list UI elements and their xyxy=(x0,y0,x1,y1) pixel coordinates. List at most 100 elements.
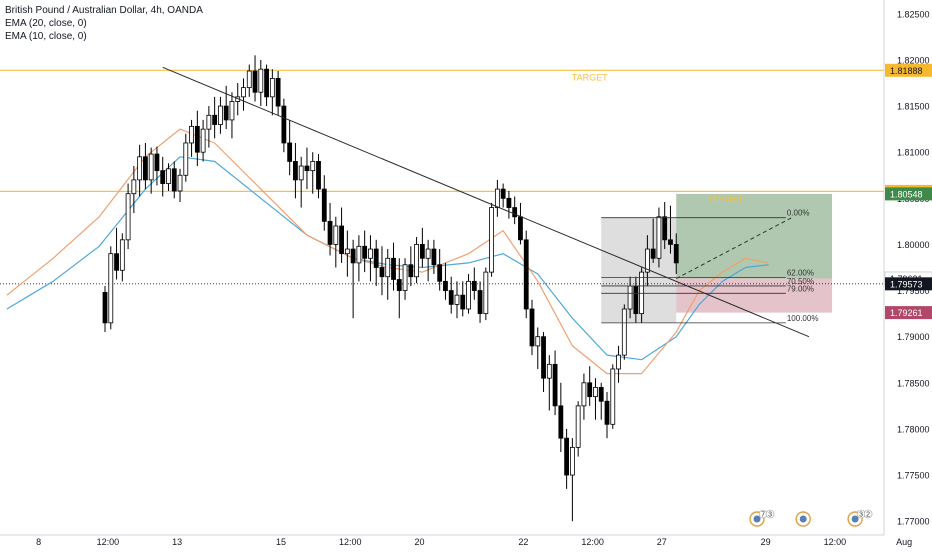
candle-body xyxy=(425,248,431,259)
candle-body xyxy=(269,78,275,98)
price-tag xyxy=(885,63,932,77)
candle-body xyxy=(114,253,119,271)
candle-body xyxy=(483,271,489,315)
time-tick-label: 20 xyxy=(414,537,424,547)
event-count-text: 3 xyxy=(768,512,772,519)
candle-body xyxy=(650,248,656,259)
candle-body xyxy=(558,405,564,439)
price-tick-label: 1.79000 xyxy=(897,332,930,342)
projection-line xyxy=(676,217,792,280)
price-tick-label: 1.82500 xyxy=(897,9,930,19)
price-tick-label: 1.82000 xyxy=(897,55,930,65)
candle-body xyxy=(316,161,321,190)
candle-body xyxy=(644,248,650,273)
candle-body xyxy=(546,363,552,379)
candle-body xyxy=(223,105,229,121)
time-tick-label: 15 xyxy=(276,537,286,547)
candle-body xyxy=(466,280,471,310)
candle-body xyxy=(673,244,679,264)
candle-body xyxy=(194,125,200,153)
time-tick-label: 12:00 xyxy=(824,537,847,547)
candle-body xyxy=(241,87,246,98)
candle-body xyxy=(287,142,293,162)
symbol-title[interactable]: British Pound / Australian Dollar, 4h, O… xyxy=(5,5,203,16)
price-tag xyxy=(885,187,932,201)
time-tick-label: 13 xyxy=(172,537,182,547)
candle-body xyxy=(593,387,598,398)
candle-body xyxy=(154,153,160,172)
candle-body xyxy=(587,382,593,398)
price-tag-label: 1.80548 xyxy=(890,189,923,199)
candle-body xyxy=(668,239,673,245)
candle-body xyxy=(310,161,316,172)
time-tick-label: Aug xyxy=(896,537,912,547)
candle-body xyxy=(541,336,546,379)
time-tick-label: 12:00 xyxy=(97,537,120,547)
candle-body xyxy=(368,248,373,259)
fib-level-label: 62.00% xyxy=(787,269,814,278)
price-tick-label: 1.77000 xyxy=(897,517,930,527)
time-tick-label: 12:00 xyxy=(581,537,604,547)
candle-body xyxy=(275,78,281,107)
candle-body xyxy=(171,168,177,192)
time-tick-label: 22 xyxy=(518,537,528,547)
candle-body xyxy=(218,105,223,125)
candle-body xyxy=(339,225,344,255)
candle-body xyxy=(437,264,443,282)
candle-body xyxy=(102,292,108,324)
ema10-legend[interactable]: EMA (10, close, 0) xyxy=(5,31,87,42)
candle-body xyxy=(200,128,206,153)
price-tag xyxy=(885,277,932,291)
candle-body xyxy=(494,188,500,208)
candle-body xyxy=(160,170,166,184)
candle-body xyxy=(189,125,194,144)
fib-level-label: 70.50% xyxy=(787,277,814,286)
candle-body xyxy=(471,280,477,291)
candle-body xyxy=(414,244,419,278)
candle-body xyxy=(385,257,391,278)
candle-body xyxy=(304,165,310,172)
candle-body xyxy=(350,248,356,264)
price-tick-label: 1.79500 xyxy=(897,286,930,296)
price-tick-label: 1.81500 xyxy=(897,102,930,112)
candle-body xyxy=(402,264,408,291)
candle-body xyxy=(604,400,610,425)
candle-body xyxy=(512,207,518,218)
ema20-legend[interactable]: EMA (20, close, 0) xyxy=(5,18,87,29)
candle-body xyxy=(333,225,339,245)
profit-zone xyxy=(676,193,833,279)
candle-body xyxy=(477,290,483,315)
price-tick-label: 1.77500 xyxy=(897,471,930,481)
candle-body xyxy=(143,156,148,181)
candle-body xyxy=(506,197,512,208)
candle-body xyxy=(489,207,495,273)
target-label: TARGET xyxy=(707,193,743,203)
candle-body xyxy=(166,168,171,184)
event-flag-icon xyxy=(851,515,859,523)
candle-body xyxy=(575,405,581,448)
candle-body xyxy=(616,354,621,370)
candle-body xyxy=(621,308,627,356)
candle-body xyxy=(125,193,131,241)
time-tick-label: 12:00 xyxy=(339,537,362,547)
price-tick-label: 1.78500 xyxy=(897,378,930,388)
price-tag-label: 1.79573 xyxy=(890,279,923,289)
candle-body xyxy=(535,336,541,347)
fib-level-label: 100.00% xyxy=(787,314,819,323)
candle-body xyxy=(293,161,298,181)
event-flag-icon xyxy=(799,515,807,523)
candle-body xyxy=(131,179,137,195)
candle-body xyxy=(419,244,425,259)
candle-body xyxy=(627,285,633,310)
candle-body xyxy=(396,279,402,291)
candle-body xyxy=(408,264,414,278)
price-tag xyxy=(885,306,932,320)
candle-body xyxy=(448,290,454,305)
candle-body xyxy=(373,248,379,268)
candle-body xyxy=(633,285,639,315)
time-tick-label: 8 xyxy=(36,537,41,547)
candle-body xyxy=(443,280,448,291)
candle-body xyxy=(206,114,212,130)
event-count-badge xyxy=(863,509,873,519)
